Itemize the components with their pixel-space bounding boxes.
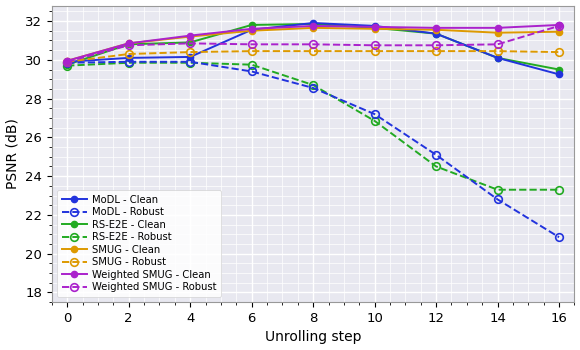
SMUG - Robust [494, 49, 501, 53]
Weighted SMUG - Clean [433, 26, 440, 30]
RS-E2E - Robust [64, 64, 71, 68]
Weighted SMUG - Robust [556, 24, 563, 28]
MoDL - Robust [64, 61, 71, 65]
RS-E2E - Robust [248, 63, 255, 67]
MoDL - Robust [371, 112, 378, 116]
Weighted SMUG - Clean [494, 26, 501, 30]
Legend: MoDL - Clean, MoDL - Robust, RS-E2E - Clean, RS-E2E - Robust, SMUG - Clean, SMUG: MoDL - Clean, MoDL - Robust, RS-E2E - Cl… [57, 190, 222, 297]
SMUG - Robust [556, 50, 563, 54]
Line: MoDL - Robust: MoDL - Robust [63, 58, 563, 241]
RS-E2E - Robust [371, 119, 378, 123]
Weighted SMUG - Robust [310, 42, 317, 47]
RS-E2E - Clean [494, 56, 501, 60]
MoDL - Clean [556, 72, 563, 77]
SMUG - Clean [125, 41, 132, 46]
Line: RS-E2E - Clean: RS-E2E - Clean [64, 21, 562, 73]
RS-E2E - Robust [556, 188, 563, 192]
Weighted SMUG - Robust [187, 41, 194, 46]
Weighted SMUG - Clean [556, 23, 563, 27]
Weighted SMUG - Robust [494, 42, 501, 47]
SMUG - Clean [64, 59, 71, 63]
RS-E2E - Clean [187, 40, 194, 44]
X-axis label: Unrolling step: Unrolling step [265, 330, 361, 344]
Line: RS-E2E - Robust: RS-E2E - Robust [63, 59, 563, 194]
SMUG - Clean [556, 30, 563, 34]
Line: Weighted SMUG - Robust: Weighted SMUG - Robust [63, 22, 563, 65]
Weighted SMUG - Clean [187, 34, 194, 38]
RS-E2E - Robust [310, 83, 317, 87]
MoDL - Robust [248, 69, 255, 73]
SMUG - Robust [125, 52, 132, 56]
Weighted SMUG - Clean [248, 27, 255, 31]
MoDL - Robust [187, 60, 194, 64]
Weighted SMUG - Clean [125, 41, 132, 46]
SMUG - Clean [310, 26, 317, 30]
RS-E2E - Robust [187, 61, 194, 65]
SMUG - Robust [371, 49, 378, 53]
SMUG - Clean [433, 28, 440, 32]
MoDL - Robust [125, 60, 132, 64]
MoDL - Clean [371, 24, 378, 28]
SMUG - Clean [371, 27, 378, 31]
RS-E2E - Clean [64, 63, 71, 67]
SMUG - Robust [433, 49, 440, 53]
RS-E2E - Clean [371, 26, 378, 30]
MoDL - Clean [125, 56, 132, 60]
Line: SMUG - Robust: SMUG - Robust [63, 47, 563, 65]
Line: SMUG - Clean: SMUG - Clean [64, 25, 562, 64]
MoDL - Robust [433, 153, 440, 157]
Weighted SMUG - Clean [310, 24, 317, 28]
MoDL - Clean [187, 55, 194, 59]
Weighted SMUG - Robust [433, 43, 440, 47]
RS-E2E - Robust [125, 61, 132, 65]
RS-E2E - Clean [310, 22, 317, 26]
Weighted SMUG - Robust [248, 42, 255, 47]
Weighted SMUG - Clean [64, 59, 71, 63]
Line: MoDL - Clean: MoDL - Clean [64, 20, 562, 77]
MoDL - Robust [310, 86, 317, 90]
RS-E2E - Clean [556, 68, 563, 72]
SMUG - Clean [248, 29, 255, 33]
Weighted SMUG - Clean [371, 25, 378, 29]
SMUG - Robust [187, 50, 194, 54]
MoDL - Clean [494, 56, 501, 60]
MoDL - Clean [248, 28, 255, 32]
Weighted SMUG - Robust [64, 60, 71, 64]
SMUG - Clean [187, 34, 194, 38]
RS-E2E - Clean [433, 32, 440, 36]
Line: Weighted SMUG - Clean: Weighted SMUG - Clean [64, 22, 562, 64]
MoDL - Clean [310, 21, 317, 25]
Weighted SMUG - Robust [125, 43, 132, 47]
SMUG - Clean [494, 30, 501, 35]
RS-E2E - Robust [433, 164, 440, 169]
Weighted SMUG - Robust [371, 43, 378, 47]
MoDL - Clean [64, 60, 71, 64]
SMUG - Robust [64, 60, 71, 64]
SMUG - Robust [248, 49, 255, 53]
MoDL - Robust [556, 235, 563, 239]
MoDL - Robust [494, 197, 501, 202]
SMUG - Robust [310, 49, 317, 53]
RS-E2E - Clean [248, 23, 255, 27]
Y-axis label: PSNR (dB): PSNR (dB) [6, 118, 20, 189]
RS-E2E - Robust [494, 188, 501, 192]
RS-E2E - Clean [125, 42, 132, 47]
MoDL - Clean [433, 32, 440, 36]
